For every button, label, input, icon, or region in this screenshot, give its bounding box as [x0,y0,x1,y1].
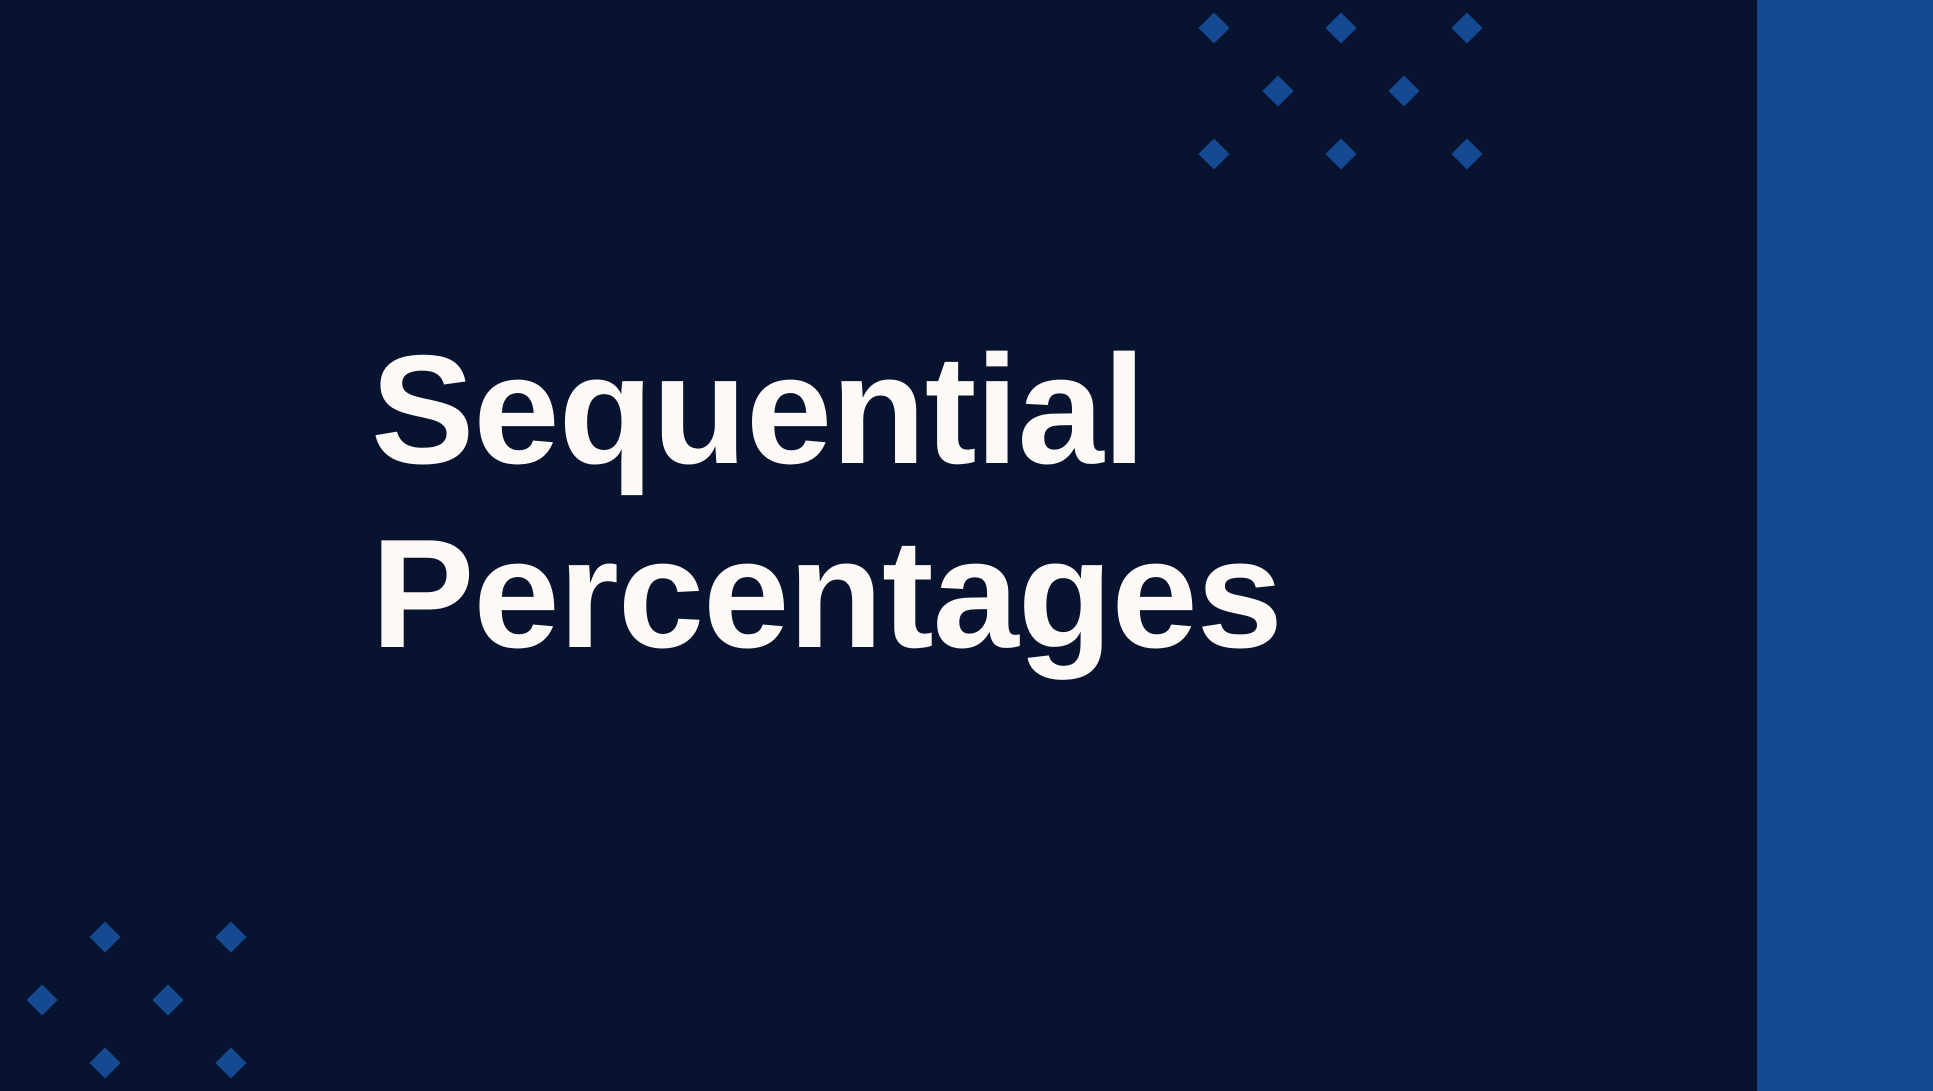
diamond-icon [89,1047,121,1079]
diamond-icon [152,984,184,1016]
diamond-icon [215,921,247,953]
diamond-icon [1388,75,1420,107]
diamond-icon [1262,75,1294,107]
diamond-icon [1325,138,1357,170]
diamond-icon [1451,138,1483,170]
diamond-icon [215,1047,247,1079]
slide-title: Sequential Percentages [371,318,1283,686]
diamond-icon [1198,12,1230,44]
accent-side-bar [1757,0,1933,1091]
diamond-icon [89,921,121,953]
diamond-icon [1325,12,1357,44]
diamond-icon [26,984,58,1016]
slide-title-line-1: Sequential [371,323,1146,496]
diamond-icon [1451,12,1483,44]
slide-title-line-2: Percentages [371,507,1283,680]
diamond-icon [1198,138,1230,170]
